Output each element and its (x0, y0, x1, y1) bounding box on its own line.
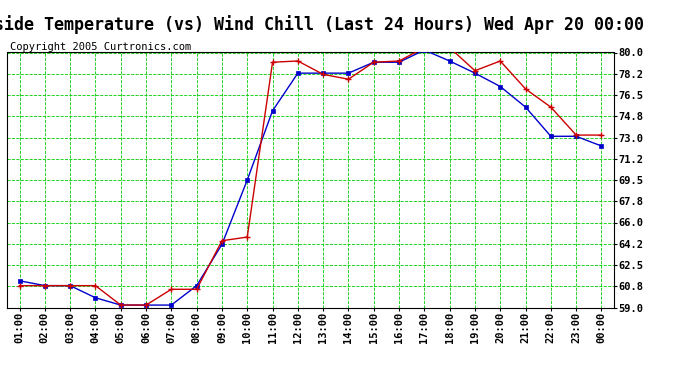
Text: Outside Temperature (vs) Wind Chill (Last 24 Hours) Wed Apr 20 00:00: Outside Temperature (vs) Wind Chill (Las… (0, 15, 644, 34)
Text: Copyright 2005 Curtronics.com: Copyright 2005 Curtronics.com (10, 42, 191, 52)
